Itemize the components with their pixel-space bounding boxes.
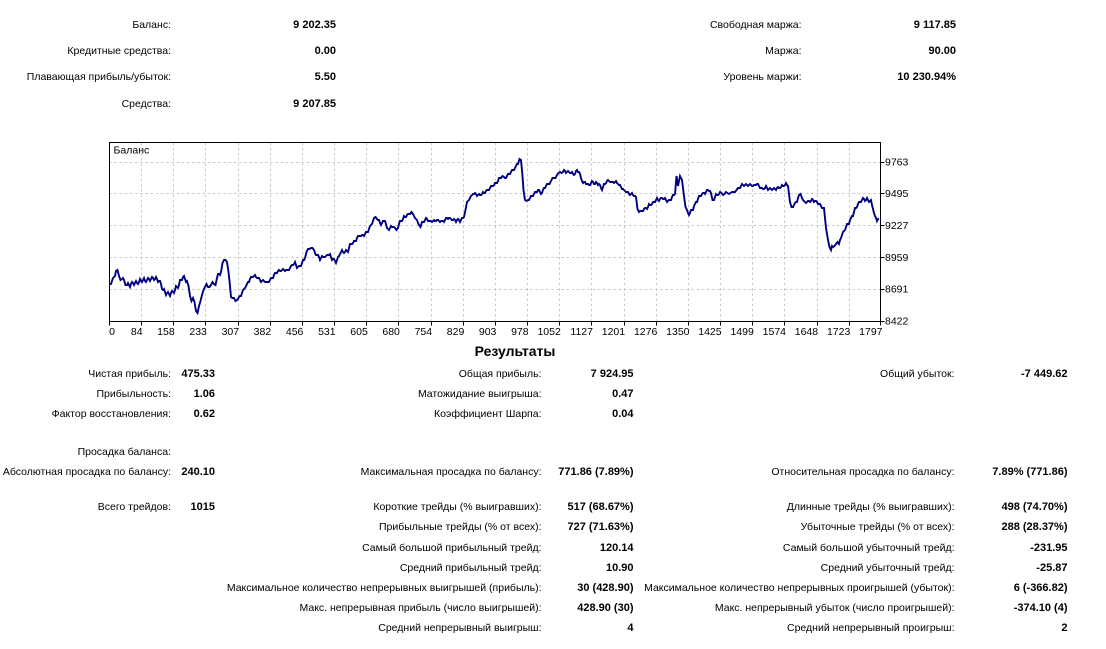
svg-text:1797: 1797 [859,326,883,338]
svg-text:605: 605 [350,326,368,338]
svg-text:9495: 9495 [885,188,909,200]
svg-text:1201: 1201 [602,326,626,338]
svg-text:84: 84 [131,326,143,338]
svg-text:382: 382 [254,326,272,338]
svg-text:1648: 1648 [795,326,819,338]
svg-text:531: 531 [318,326,336,338]
svg-text:1425: 1425 [698,326,722,338]
svg-text:1052: 1052 [537,326,561,338]
svg-text:1276: 1276 [634,326,658,338]
svg-text:8691: 8691 [885,284,909,296]
svg-text:903: 903 [479,326,497,338]
svg-text:754: 754 [415,326,433,338]
svg-text:Баланс: Баланс [114,145,150,157]
svg-text:307: 307 [222,326,240,338]
svg-text:978: 978 [511,326,529,338]
svg-text:0: 0 [109,326,115,338]
svg-text:233: 233 [189,326,207,338]
svg-text:1127: 1127 [570,326,593,338]
svg-text:1499: 1499 [730,326,754,338]
svg-text:1350: 1350 [666,326,690,338]
svg-text:8959: 8959 [885,252,909,264]
svg-text:1574: 1574 [763,326,787,338]
svg-text:456: 456 [286,326,304,338]
svg-text:9227: 9227 [885,220,909,232]
svg-text:829: 829 [447,326,465,338]
svg-text:1723: 1723 [827,326,851,338]
svg-text:9763: 9763 [885,156,909,168]
svg-text:8422: 8422 [885,315,909,327]
svg-text:680: 680 [382,326,400,338]
svg-text:158: 158 [157,326,175,338]
